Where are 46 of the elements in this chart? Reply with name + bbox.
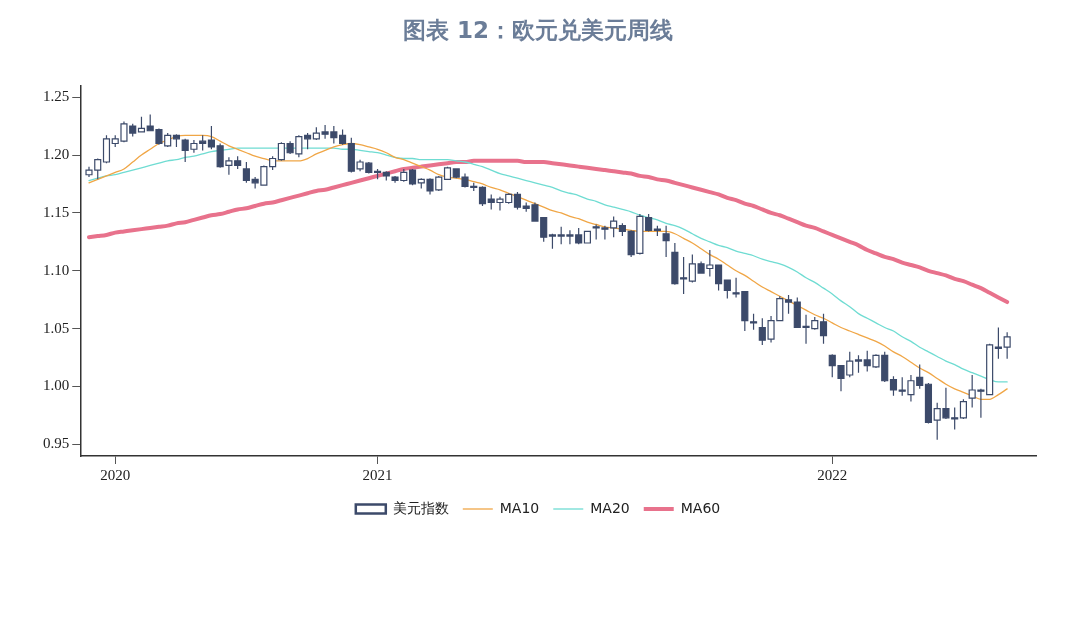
x-tick-label: 2021: [362, 466, 393, 483]
candlestick: [959, 398, 967, 420]
candlestick: [749, 313, 758, 331]
candlestick: [662, 225, 670, 258]
candlestick: [408, 168, 417, 186]
candlestick: [304, 132, 312, 150]
chart-title: 图表 12：欧元兑美元周线: [402, 16, 674, 43]
candlestick: [548, 233, 557, 250]
y-tick-label: 1.25: [43, 88, 70, 105]
candlestick: [715, 264, 723, 292]
legend-label: MA10: [499, 499, 540, 516]
candlestick: [784, 294, 793, 315]
x-tick-label: 2020: [100, 466, 131, 483]
candlestick: [819, 313, 828, 345]
candlestick: [994, 326, 1002, 360]
candlestick: [339, 128, 347, 146]
candlestick: [207, 125, 215, 150]
candlestick: [889, 375, 898, 397]
legend-label: MA60: [680, 499, 721, 516]
candlestick: [478, 185, 487, 207]
y-tick-label: 1.20: [43, 145, 70, 162]
candlestick: [653, 225, 661, 237]
candlestick: [723, 279, 731, 300]
legend-label: MA20: [590, 499, 630, 516]
candlestick: [172, 133, 181, 148]
y-tick-label: 1.05: [43, 319, 70, 336]
y-tick-label: 1.15: [43, 203, 70, 220]
candlestick: [102, 134, 111, 164]
candlestick: [1003, 331, 1011, 360]
candlestick: [680, 256, 688, 295]
y-tick-label: 1.00: [43, 377, 70, 394]
y-tick-label: 0.95: [43, 435, 70, 452]
candlestick: [242, 161, 250, 184]
x-tick-label: 2022: [817, 466, 848, 483]
candlestick: [924, 382, 933, 425]
candlestick: [513, 191, 522, 211]
candlestick: [583, 230, 591, 244]
legend-label: 美元指数: [392, 499, 449, 516]
candlestick: [671, 242, 679, 286]
candlestick: [854, 354, 863, 374]
candlestick: [137, 116, 146, 133]
y-tick-label: 1.10: [43, 261, 70, 278]
candlestick: [373, 168, 382, 180]
line-series: [86, 158, 1010, 305]
candlestick: [618, 222, 626, 237]
candlestick: [443, 166, 452, 180]
